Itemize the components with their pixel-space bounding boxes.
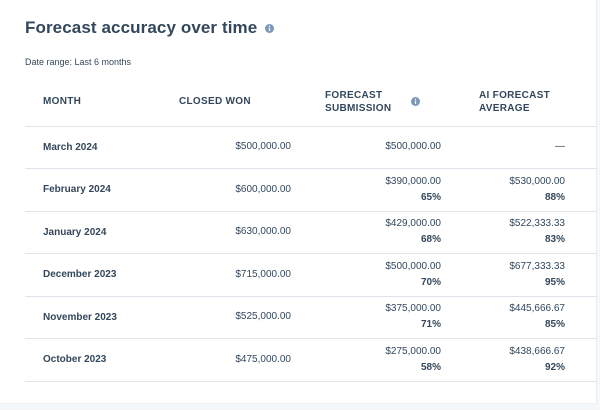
forecast-submission-cell: $275,000.00 58% xyxy=(295,338,441,382)
month-cell: October 2023 xyxy=(25,338,159,382)
ai-accuracy-pct: 95% xyxy=(544,276,565,288)
ai-accuracy-pct: 83% xyxy=(544,234,565,246)
table-row: January 2024 $630,000.00 $429,000.00 68% … xyxy=(25,211,597,254)
forecast-submission-cell: $429,000.00 68% xyxy=(295,211,441,254)
date-range-label: Date range: Last 6 months xyxy=(25,57,132,67)
closed-won-cell: $630,000.00 xyxy=(159,211,295,254)
table-row: November 2023 $525,000.00 $375,000.00 71%… xyxy=(25,296,597,339)
forecast-submission-cell: $375,000.00 71% xyxy=(295,296,441,339)
forecast-accuracy-pct: 71% xyxy=(420,319,441,331)
ai-forecast-cell: $522,333.33 83% xyxy=(441,211,597,254)
table-row: December 2023 $715,000.00 $500,000.00 70%… xyxy=(25,253,597,297)
month-cell: January 2024 xyxy=(25,211,159,254)
forecast-accuracy-pct: 58% xyxy=(420,361,441,373)
title-row: Forecast accuracy over time xyxy=(25,18,275,38)
table-row: March 2024 $500,000.00 $500,000.00 — xyxy=(25,126,597,169)
ai-forecast-cell: $530,000.00 88% xyxy=(441,168,597,212)
column-header-closed-won: CLOSED WON xyxy=(159,78,295,127)
month-cell: December 2023 xyxy=(25,253,159,297)
column-header-forecast-submission: FORECAST SUBMISSION xyxy=(295,78,441,127)
column-header-ai-forecast-average: AI FORECAST AVERAGE xyxy=(441,78,597,127)
month-cell: November 2023 xyxy=(25,296,159,339)
ai-accuracy-pct: 85% xyxy=(544,319,565,331)
table-row: October 2023 $475,000.00 $275,000.00 58% … xyxy=(25,338,597,382)
forecast-table: MONTH CLOSED WON FORECAST SUBMISSION xyxy=(25,78,597,382)
forecast-submission-cell: $500,000.00 xyxy=(295,126,441,169)
closed-won-cell: $600,000.00 xyxy=(159,168,295,212)
forecast-submission-cell: $500,000.00 70% xyxy=(295,253,441,297)
forecast-accuracy-pct: 68% xyxy=(420,234,441,246)
month-cell: February 2024 xyxy=(25,168,159,212)
ai-forecast-cell: — xyxy=(441,126,597,169)
ai-accuracy-pct: 92% xyxy=(544,361,565,373)
forecast-submission-cell: $390,000.00 65% xyxy=(295,168,441,212)
table-row: February 2024 $600,000.00 $390,000.00 65%… xyxy=(25,168,597,212)
forecast-accuracy-pct: 70% xyxy=(420,276,441,288)
month-cell: March 2024 xyxy=(25,126,159,169)
info-icon[interactable] xyxy=(411,97,420,107)
closed-won-cell: $500,000.00 xyxy=(159,126,295,169)
ai-accuracy-pct: 88% xyxy=(544,191,565,203)
closed-won-cell: $715,000.00 xyxy=(159,253,295,297)
table-header-row: MONTH CLOSED WON FORECAST SUBMISSION xyxy=(25,78,597,127)
ai-forecast-cell: $438,666.67 92% xyxy=(441,338,597,382)
closed-won-cell: $475,000.00 xyxy=(159,338,295,382)
closed-won-cell: $525,000.00 xyxy=(159,296,295,339)
ai-forecast-cell: $445,666.67 85% xyxy=(441,296,597,339)
forecast-accuracy-pct: 65% xyxy=(420,191,441,203)
ai-forecast-cell: $677,333.33 95% xyxy=(441,253,597,297)
column-header-month: MONTH xyxy=(25,78,159,127)
card-title: Forecast accuracy over time xyxy=(25,18,258,37)
info-icon[interactable] xyxy=(265,23,275,33)
